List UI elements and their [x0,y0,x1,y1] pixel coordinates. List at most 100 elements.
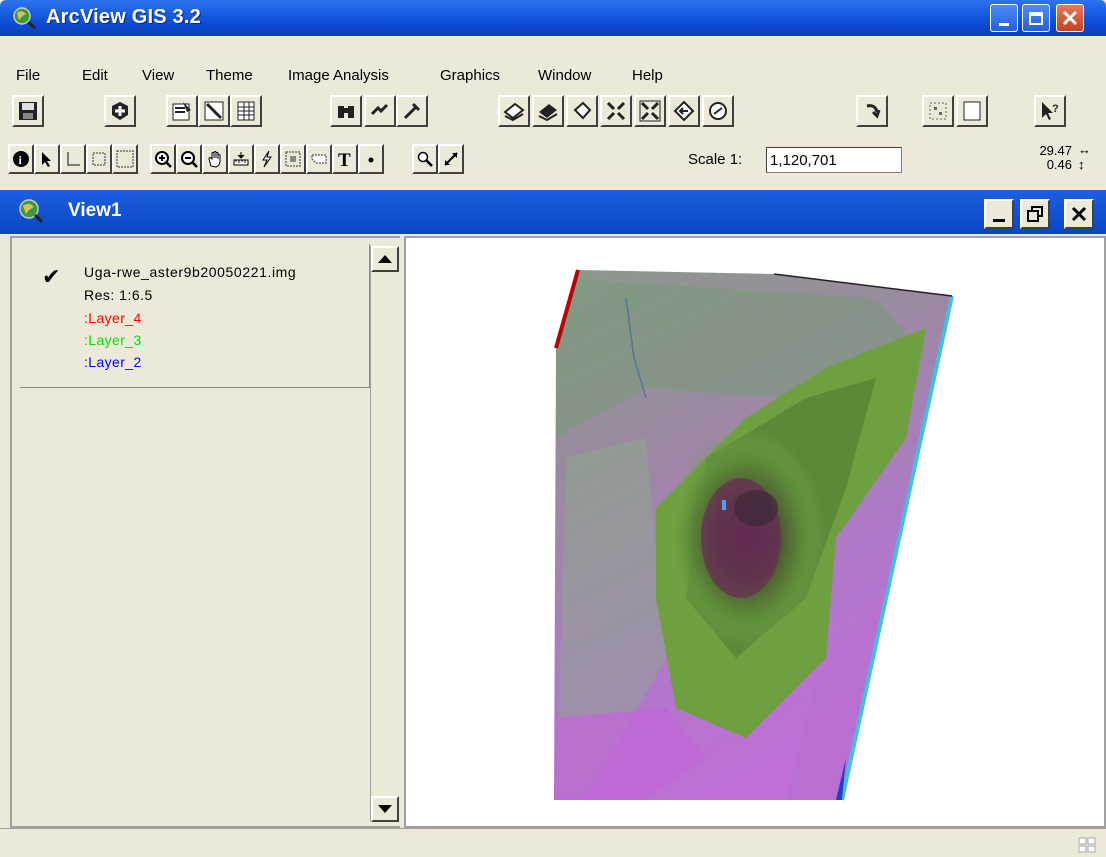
resize-grip-icon[interactable] [1078,837,1096,853]
locate-address-icon [370,103,389,116]
zoom-in-tool-icon [116,150,134,168]
window-title: ArcView GIS 3.2 [46,6,201,28]
scale-label: Scale 1: [688,151,743,168]
view-close-button[interactable] [1064,199,1094,229]
open-table-button[interactable] [230,95,262,127]
edit-legend-button[interactable] [198,95,230,127]
zoom-out-button[interactable] [634,95,666,127]
help-button[interactable]: ? [1034,95,1066,127]
arrow-down-icon [378,805,392,813]
zoom-to-active-themes-icon [538,104,558,122]
image-stretch-tool[interactable] [438,144,464,174]
zoom-active-themes-button[interactable] [532,95,564,127]
vertex-edit-tool[interactable] [60,144,86,174]
clear-selected-button[interactable] [856,95,888,127]
button-bar: ? [0,92,1106,130]
close-button[interactable] [1056,4,1084,32]
view-window-title-bar[interactable]: View1 [0,190,1106,234]
magnifier-plus-icon [155,151,172,168]
zoom-out-icon [639,100,661,122]
theme-name: Uga-rwe_aster9b20050221.img [84,264,297,280]
map-display[interactable] [404,236,1106,828]
zoom-previous-button[interactable] [668,95,700,127]
pan-hand-icon [208,151,221,168]
zoom-previous-icon [673,100,695,122]
close-icon [1062,10,1078,26]
scroll-down-button[interactable] [371,796,399,822]
select-features-button[interactable] [702,95,734,127]
minimize-icon [993,218,1005,222]
view-title: View1 [68,200,122,221]
layout-button[interactable] [922,95,954,127]
zoom-in-magnifier-tool[interactable] [150,144,176,174]
text-tool[interactable]: T [332,144,358,174]
page-button[interactable] [956,95,988,127]
find-button[interactable] [330,95,362,127]
maximize-button[interactable] [1022,4,1050,32]
view-minimize-button[interactable] [984,199,1014,229]
zoom-in-tool[interactable] [112,144,138,174]
view-restore-button[interactable] [1020,199,1050,229]
theme-legend-entry[interactable]: ✔ Uga-rwe_aster9b20050221.img Res: 1:6.5… [20,244,370,388]
area-of-interest-icon [285,151,301,167]
zoom-to-full-extent-icon [503,102,525,122]
menu-image-analysis[interactable]: Image Analysis [288,67,389,84]
locate-address-button[interactable] [364,95,396,127]
identify-tool[interactable]: i [8,144,34,174]
menu-edit[interactable]: Edit [82,67,108,84]
add-theme-button[interactable] [104,95,136,127]
theme-resolution: Res: 1:6.5 [84,287,153,303]
image-pixel-tool[interactable] [412,144,438,174]
theme-properties-icon [172,102,191,121]
scale-input[interactable] [766,147,902,173]
zoom-to-selected-icon [573,101,592,120]
measure-icon [233,152,249,166]
horizontal-arrow-icon: ↔ [1078,142,1091,157]
menu-file[interactable]: File [16,67,41,84]
menu-graphics[interactable]: Graphics [440,67,501,84]
arrow-up-icon [378,255,392,263]
image-pixel-icon [417,151,433,167]
zoom-out-magnifier-tool[interactable] [176,144,202,174]
toc-scrollbar[interactable] [370,246,400,822]
table-of-contents: ✔ Uga-rwe_aster9b20050221.img Res: 1:6.5… [10,236,400,828]
pan-tool[interactable] [202,144,228,174]
theme-properties-button[interactable] [166,95,198,127]
zoom-in-button[interactable] [600,95,632,127]
select-features-icon [709,102,727,120]
theme-visibility-checkbox[interactable]: ✔ [42,264,61,289]
pointer-icon [42,152,51,167]
title-bar[interactable]: ArcView GIS 3.2 [0,0,1106,36]
zoom-full-extent-button[interactable] [498,95,530,127]
x-coordinate: 29.47 [1039,143,1072,158]
menu-window[interactable]: Window [538,67,592,84]
menu-help[interactable]: Help [632,67,663,84]
menu-theme[interactable]: Theme [206,67,253,84]
area-of-interest-tool[interactable] [280,144,306,174]
measure-tool[interactable] [228,144,254,174]
find-icon [338,106,354,118]
save-button[interactable] [12,95,44,127]
select-feature-tool[interactable] [86,144,112,174]
query-builder-button[interactable] [396,95,428,127]
help-icon: ? [1042,102,1059,120]
zoom-selected-button[interactable] [566,95,598,127]
draw-point-tool[interactable] [358,144,384,174]
label-tool[interactable] [306,144,332,174]
scroll-up-button[interactable] [371,246,399,272]
menu-view[interactable]: View [142,67,175,84]
page-icon [963,101,981,121]
layout-icon [929,102,947,120]
identify-icon: i [13,151,29,167]
minimize-button[interactable] [990,4,1018,32]
menu-bar: File Edit View Theme Image Analysis Grap… [0,62,1106,89]
edit-legend-icon [204,101,224,121]
label-icon [311,154,327,164]
save-icon [19,102,37,120]
text-icon: T [338,150,351,168]
add-theme-icon [112,102,128,120]
svg-text:T: T [338,150,351,168]
pointer-tool[interactable] [34,144,60,174]
hot-link-tool[interactable] [254,144,280,174]
